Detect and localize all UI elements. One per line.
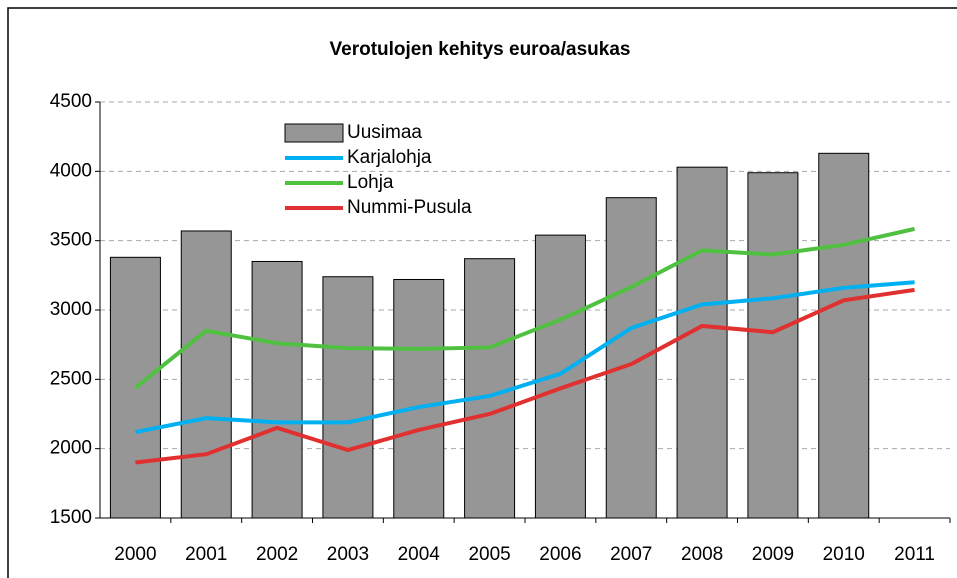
bar (393, 278, 445, 519)
line (134, 226, 916, 390)
x-tick-label: 2006 (539, 544, 581, 565)
line (135, 280, 915, 434)
legend-label: Karjalohja (347, 147, 432, 168)
x-tick-label: 2010 (823, 544, 865, 565)
bar (818, 152, 870, 519)
bar (534, 234, 586, 519)
x-tick-label: 2002 (256, 544, 298, 565)
x-tick-label: 2000 (114, 544, 156, 565)
x-tick-label: 2011 (894, 544, 935, 565)
bar (109, 256, 161, 519)
bar (605, 197, 657, 519)
y-tick-label: 3500 (50, 230, 92, 251)
bar (180, 230, 232, 519)
y-tick-label: 4000 (50, 160, 92, 181)
legend-swatch (284, 123, 344, 143)
y-tick-label: 1500 (50, 507, 92, 528)
legend-label: Uusimaa (347, 122, 422, 143)
line (135, 287, 915, 465)
bar (747, 172, 799, 519)
y-tick-label: 2000 (50, 438, 92, 459)
x-tick-label: 2003 (327, 544, 369, 565)
x-tick-label: 2007 (610, 544, 652, 565)
y-tick-label: 4500 (50, 91, 92, 112)
y-tick-label: 2500 (50, 368, 92, 389)
x-tick-label: 2005 (468, 544, 510, 565)
bar (676, 166, 728, 519)
chart-title: Verotulojen kehitys euroa/asukas (330, 39, 631, 60)
legend-label: Nummi-Pusula (347, 197, 472, 218)
bar (464, 258, 516, 519)
y-tick-label: 3000 (50, 299, 92, 320)
legend-label: Lohja (347, 172, 394, 193)
bar (322, 276, 374, 519)
x-tick-label: 2008 (681, 544, 723, 565)
x-tick-label: 2004 (398, 544, 441, 565)
x-tick-label: 2009 (752, 544, 794, 565)
x-tick-label: 2001 (185, 544, 227, 565)
bar (251, 260, 303, 519)
